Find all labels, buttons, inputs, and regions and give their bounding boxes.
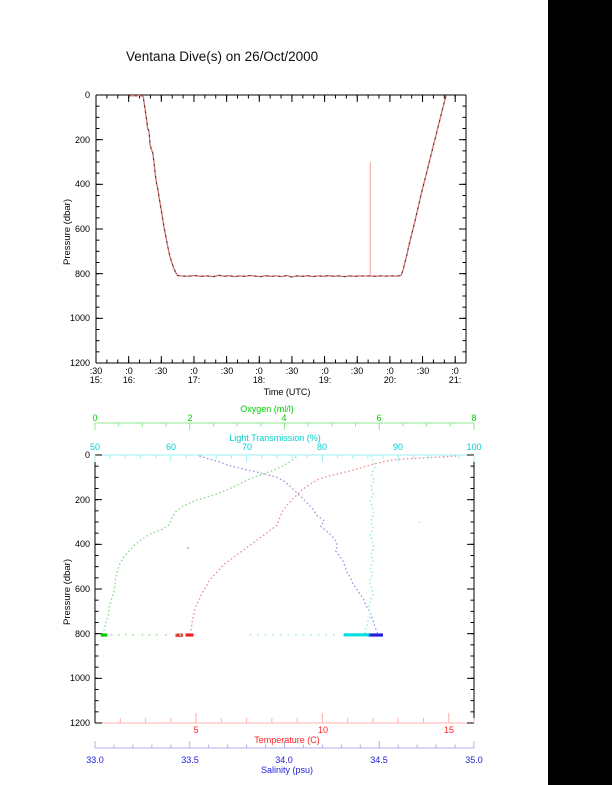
top-x-tick-hour: 21: bbox=[448, 375, 462, 385]
temperature-axis-label: Temperature (C) bbox=[254, 735, 320, 745]
light-tick: 90 bbox=[392, 442, 403, 452]
top-y-tick: 800 bbox=[74, 269, 90, 279]
top-x-tick-hour: 15: bbox=[89, 375, 103, 385]
oxygen-tick: 2 bbox=[187, 413, 193, 423]
oxygen-tick: 0 bbox=[92, 413, 98, 423]
top-x-tick-min: :0 bbox=[255, 366, 263, 376]
light-tick: 80 bbox=[316, 442, 327, 452]
top-x-tick-min: :30 bbox=[285, 366, 299, 376]
top-x-tick-min: :30 bbox=[416, 366, 430, 376]
salinity-tick: 33.0 bbox=[86, 755, 104, 765]
top-y-tick: 1000 bbox=[69, 313, 90, 323]
salinity-tick: 34.0 bbox=[275, 755, 293, 765]
top-y-tick: 200 bbox=[74, 135, 90, 145]
oxygen-tick: 4 bbox=[281, 413, 287, 423]
temperature-tick: 5 bbox=[193, 725, 199, 735]
top-x-tick-hour: 19: bbox=[318, 375, 332, 385]
top-x-tick-min: :30 bbox=[350, 366, 364, 376]
light-tick: 50 bbox=[89, 442, 100, 452]
top-x-tick-min: :30 bbox=[89, 366, 103, 376]
salinity-tick: 35.0 bbox=[465, 755, 483, 765]
top-y-tick: 0 bbox=[84, 90, 90, 100]
time-axis-label: Time (UTC) bbox=[263, 387, 311, 397]
light-tick: 60 bbox=[165, 442, 176, 452]
salinity-tick: 33.5 bbox=[181, 755, 199, 765]
top-x-tick-min: :0 bbox=[190, 366, 198, 376]
bottom-y-tick: 600 bbox=[74, 584, 90, 594]
top-y-tick: 400 bbox=[74, 179, 90, 189]
right-black-bar bbox=[548, 0, 612, 785]
bottom-y-tick: 800 bbox=[74, 629, 90, 639]
bottom-y-tick: 1200 bbox=[69, 718, 90, 728]
top-x-tick-min: :0 bbox=[321, 366, 329, 376]
top-x-tick-hour: 20: bbox=[383, 375, 397, 385]
top-x-tick-hour: 16: bbox=[122, 375, 136, 385]
top-x-tick-hour: 18: bbox=[252, 375, 266, 385]
salinity-tick: 34.5 bbox=[370, 755, 388, 765]
top-x-tick-min: :30 bbox=[220, 366, 234, 376]
top-y-tick: 1200 bbox=[69, 358, 90, 368]
salinity-axis-label: Salinity (psu) bbox=[260, 765, 314, 775]
light-tick: 70 bbox=[241, 442, 252, 452]
oxygen-tick: 6 bbox=[376, 413, 382, 423]
top-x-tick-min: :30 bbox=[154, 366, 168, 376]
page-title: Ventana Dive(s) on 26/Oct/2000 bbox=[126, 49, 319, 64]
top-x-tick-min: :0 bbox=[451, 366, 459, 376]
top-x-tick-min: :0 bbox=[386, 366, 394, 376]
temperature-tick: 15 bbox=[443, 725, 454, 735]
oxygen-tick: 8 bbox=[471, 413, 477, 423]
bottom-y-tick: 0 bbox=[84, 450, 90, 460]
light-transmission-axis-label: Light Transmission (%) bbox=[229, 433, 321, 443]
temperature-tick: 10 bbox=[317, 725, 328, 735]
bottom-y-tick: 400 bbox=[74, 539, 90, 549]
top-y-tick: 600 bbox=[74, 224, 90, 234]
top-x-tick-min: :0 bbox=[125, 366, 133, 376]
bottom-y-tick: 1000 bbox=[69, 673, 90, 683]
oxygen-axis-label: Oxygen (ml/l) bbox=[240, 404, 294, 414]
light-tick: 100 bbox=[466, 442, 482, 452]
bottom-y-tick: 200 bbox=[74, 495, 90, 505]
top-x-tick-hour: 17: bbox=[187, 375, 201, 385]
